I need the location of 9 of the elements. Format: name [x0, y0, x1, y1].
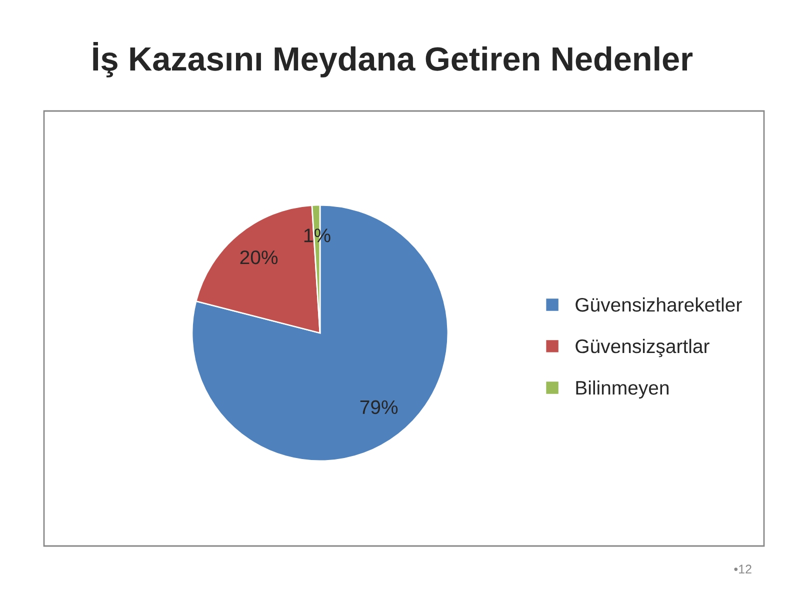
data-label: 79% [360, 400, 398, 414]
data-label: 20% [240, 250, 278, 264]
legend-label: Bilinmeyen [576, 380, 669, 399]
legend-label: Güvensizşartlar [576, 338, 710, 358]
legend-label: Güvensizhareketler [576, 297, 742, 312]
text: •12 [734, 564, 752, 574]
chart-title: İş Kazasını Meydana Getiren Nedenler [93, 42, 693, 78]
pie-slice [191, 204, 449, 462]
data-label: 1% [304, 228, 330, 242]
